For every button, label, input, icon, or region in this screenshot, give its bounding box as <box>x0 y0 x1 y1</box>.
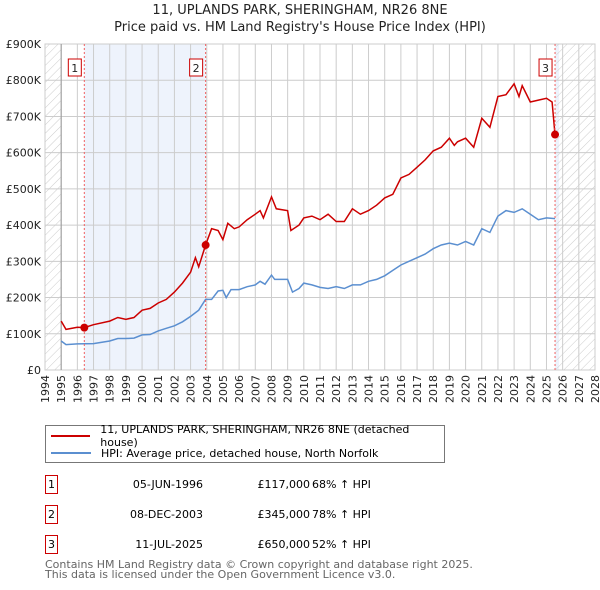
x-tick-label: 2019 <box>443 375 456 403</box>
legend-label: 11, UPLANDS PARK, SHERINGHAM, NR26 8NE (… <box>100 423 410 449</box>
sale-hpi-diff: 78% ↑ HPI <box>312 508 371 521</box>
y-tick-label: £0 <box>27 364 41 377</box>
y-tick-label: £500K <box>6 183 42 196</box>
x-tick-label: 1996 <box>71 375 84 403</box>
x-tick-label: 2024 <box>524 375 537 403</box>
x-tick-label: 2010 <box>298 375 311 403</box>
legend-item-hpi: HPI: Average price, detached house, Nort… <box>46 445 378 461</box>
x-tick-label: 1999 <box>120 375 133 403</box>
sale-marker-badge: 2 <box>45 505 58 524</box>
x-tick-label: 2018 <box>427 375 440 403</box>
chart-title: 11, UPLANDS PARK, SHERINGHAM, NR26 8NE <box>152 3 448 18</box>
x-tick-label: 2027 <box>573 375 586 403</box>
x-tick-label: 2025 <box>540 375 553 403</box>
sale-marker-badge: 1 <box>45 475 58 494</box>
sale-marker-box <box>538 58 553 77</box>
sale-date: 08-DEC-2003 <box>129 508 203 521</box>
sale-marker-label: 3 <box>542 62 549 75</box>
legend: 11, UPLANDS PARK, SHERINGHAM, NR26 8NE (… <box>45 423 445 463</box>
x-tick-label: 2020 <box>460 375 473 403</box>
x-tick-label: 1994 <box>39 375 52 403</box>
footer-line: This data is licensed under the Open Gov… <box>45 568 396 581</box>
sale-hpi-diff: 52% ↑ HPI <box>312 538 371 551</box>
sale-point <box>80 323 89 332</box>
y-tick-label: £900K <box>6 38 42 51</box>
sale-marker-box <box>67 58 82 77</box>
x-tick-label: 2011 <box>314 375 327 403</box>
x-tick-label: 2026 <box>557 375 570 403</box>
sale-price: £345,000 <box>257 508 311 521</box>
hpi-series-line <box>60 207 556 346</box>
sale-date: 11-JUL-2025 <box>135 538 203 551</box>
legend-label: HPI: Average price, detached house, Nort… <box>101 446 379 460</box>
x-tick-label: 2015 <box>379 375 392 403</box>
sale-point <box>201 241 210 250</box>
legend-swatch-red <box>51 435 91 437</box>
y-tick-label: £700K <box>6 110 42 123</box>
x-tick-label: 2006 <box>233 375 246 403</box>
sale-hpi-diff: 68% ↑ HPI <box>312 478 371 491</box>
sale-marker-badge: 3 <box>45 535 58 554</box>
sale-date: 05-JUN-1996 <box>132 478 203 491</box>
x-tick-label: 2016 <box>395 375 408 403</box>
y-tick-label: £800K <box>6 74 42 87</box>
x-tick-label: 1997 <box>88 375 101 403</box>
shaded-period <box>84 44 206 370</box>
x-tick-label: 2007 <box>249 375 262 403</box>
legend-swatch-blue <box>51 452 91 454</box>
x-tick-label: 2004 <box>201 375 214 403</box>
sale-price: £650,000 <box>257 538 311 551</box>
x-tick-label: 2009 <box>282 375 295 403</box>
x-tick-label: 2014 <box>363 375 376 403</box>
x-tick-label: 2005 <box>217 375 230 403</box>
sale-marker-label: 2 <box>193 62 200 75</box>
sale-row: 2 08-DEC-2003 £345,000 78% ↑ HPI <box>45 505 465 525</box>
property-series-line <box>60 82 556 331</box>
hatched-region-before <box>45 44 62 370</box>
legend-item-property: 11, UPLANDS PARK, SHERINGHAM, NR26 8NE (… <box>46 423 444 449</box>
chart-subtitle: Price paid vs. HM Land Registry's House … <box>114 20 486 35</box>
y-tick-label: £100K <box>6 328 42 341</box>
sale-point <box>551 130 560 139</box>
x-tick-label: 2003 <box>185 375 198 403</box>
y-tick-label: £300K <box>6 255 42 268</box>
sale-price: £117,000 <box>257 478 311 491</box>
plot-area: 1994 1995 1996 1997 1998 1999 2000 2001 2002 2003… <box>6 38 600 403</box>
x-tick-label: 2021 <box>476 375 489 403</box>
sale-row: 1 05-JUN-1996 £117,000 68% ↑ HPI <box>45 475 465 495</box>
y-tick-label: £200K <box>6 292 42 305</box>
y-tick-label: £600K <box>6 147 42 160</box>
footer-line: Contains HM Land Registry data © Crown c… <box>45 558 473 571</box>
x-tick-label: 2002 <box>168 375 181 403</box>
x-tick-label: 2012 <box>330 375 343 403</box>
x-tick-label: 1998 <box>104 375 117 403</box>
x-tick-label: 2013 <box>346 375 359 403</box>
x-tick-label: 2022 <box>492 375 505 403</box>
sale-marker-box <box>189 58 204 77</box>
hatched-region-after <box>556 44 595 370</box>
y-tick-label: £400K <box>6 219 42 232</box>
x-tick-label: 1995 <box>55 375 68 403</box>
x-tick-label: 2001 <box>152 375 165 403</box>
footer: Contains HM Land Registry data © Crown c… <box>45 558 473 581</box>
sale-marker-label: 1 <box>71 62 78 75</box>
x-tick-label: 2017 <box>411 375 424 403</box>
x-tick-label: 2008 <box>265 375 278 403</box>
x-tick-label: 2023 <box>508 375 521 403</box>
x-tick-label: 2000 <box>136 375 149 403</box>
x-tick-label: 2028 <box>589 375 600 403</box>
sale-row: 3 11-JUL-2025 £650,000 52% ↑ HPI <box>45 535 465 555</box>
